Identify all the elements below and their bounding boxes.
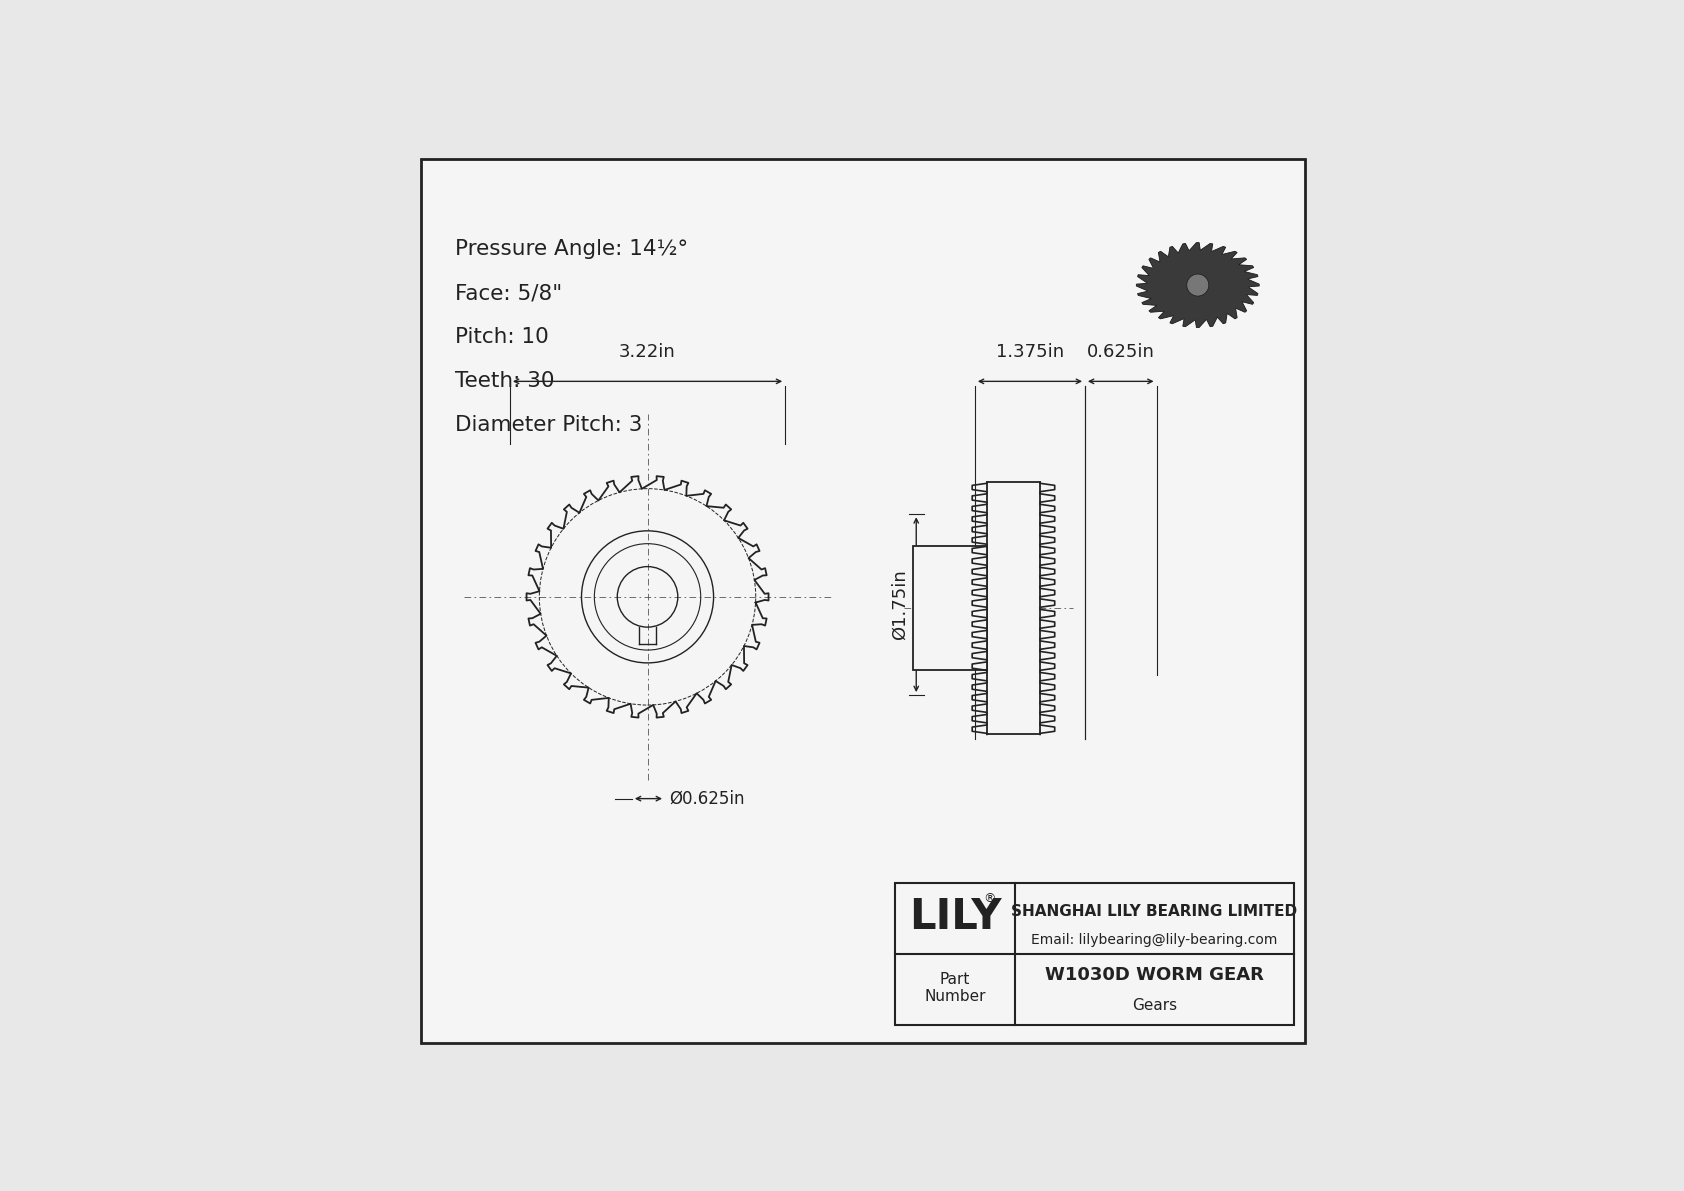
Polygon shape <box>1137 243 1260 328</box>
Text: Diameter Pitch: 3: Diameter Pitch: 3 <box>455 416 642 435</box>
Text: Email: lilybearing@lily-bearing.com: Email: lilybearing@lily-bearing.com <box>1031 933 1278 947</box>
Text: W1030D WORM GEAR: W1030D WORM GEAR <box>1046 966 1265 985</box>
Text: Face: 5/8": Face: 5/8" <box>455 283 562 304</box>
Bar <box>987 482 1041 735</box>
Text: Gears: Gears <box>1132 998 1177 1012</box>
Circle shape <box>1187 274 1209 297</box>
Text: ®: ® <box>983 892 995 905</box>
Text: Teeth: 30: Teeth: 30 <box>455 372 554 392</box>
Text: 0.625in: 0.625in <box>1086 343 1155 361</box>
Bar <box>896 883 1293 1025</box>
Text: SHANGHAI LILY BEARING LIMITED: SHANGHAI LILY BEARING LIMITED <box>1012 904 1297 919</box>
Text: Ø1.75in: Ø1.75in <box>891 569 909 640</box>
Text: 3.22in: 3.22in <box>620 343 675 361</box>
Text: Ø0.625in: Ø0.625in <box>670 790 744 807</box>
Text: LILY: LILY <box>909 896 1002 939</box>
Text: Part
Number: Part Number <box>925 972 985 1004</box>
Text: Pressure Angle: 14½°: Pressure Angle: 14½° <box>455 239 689 260</box>
Text: Pitch: 10: Pitch: 10 <box>455 328 549 348</box>
Bar <box>913 547 987 671</box>
Text: 1.375in: 1.375in <box>995 343 1064 361</box>
